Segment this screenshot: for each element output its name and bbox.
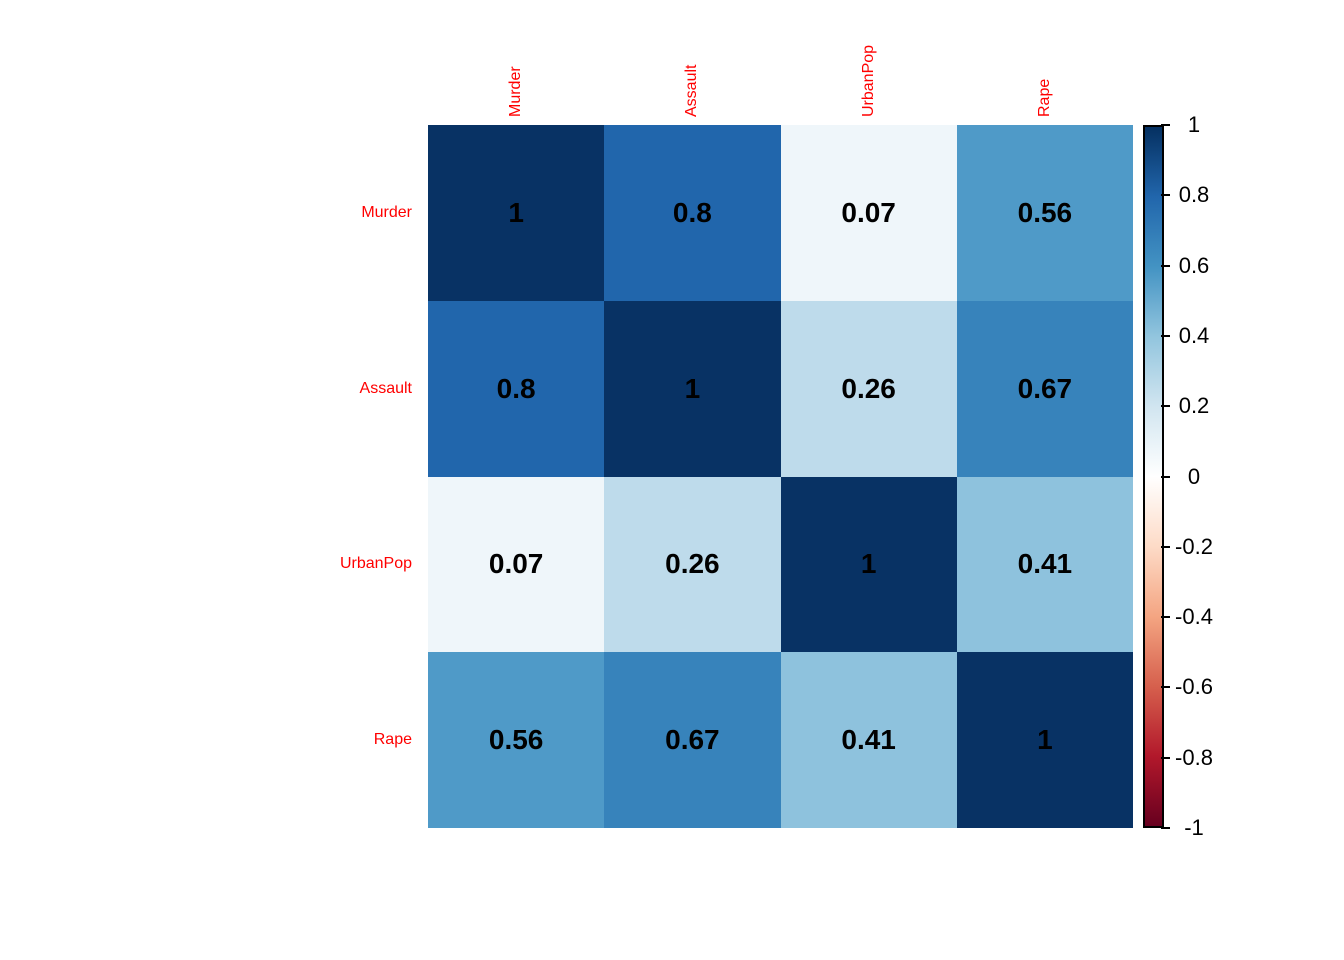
col-label-urbanpop: UrbanPop bbox=[859, 44, 877, 117]
row-label-urbanpop: UrbanPop bbox=[339, 555, 412, 573]
cell-value: 1 bbox=[508, 196, 524, 228]
cell-value: 1 bbox=[1037, 724, 1053, 756]
heatmap-cell-assault-rape: 0.67 bbox=[956, 300, 1133, 477]
cell-value: 0.67 bbox=[1017, 372, 1073, 404]
colorbar-tick bbox=[1161, 475, 1170, 478]
heatmap-cell-murder-rape: 0.56 bbox=[956, 125, 1133, 301]
heatmap-cell-urbanpop-assault: 0.26 bbox=[604, 476, 781, 653]
heatmap-cell-urbanpop-murder: 0.07 bbox=[428, 476, 605, 653]
colorbar-tick-label: -0.2 bbox=[1175, 533, 1213, 559]
heatmap-cell-rape-murder: 0.56 bbox=[428, 652, 605, 828]
colorbar-tick-label: -0.8 bbox=[1175, 744, 1213, 770]
cell-value: 0.26 bbox=[841, 372, 896, 404]
cell-value: 0.56 bbox=[1017, 196, 1073, 228]
heatmap-cell-assault-assault: 1 bbox=[604, 300, 781, 477]
colorbar-tick-label: 0 bbox=[1187, 463, 1201, 489]
cell-value: 1 bbox=[860, 548, 877, 580]
row-labels: Murder Assault UrbanPop Rape bbox=[0, 125, 412, 828]
colorbar-tick bbox=[1161, 616, 1170, 619]
cell-value: 0.07 bbox=[488, 548, 544, 580]
row-label-murder: Murder bbox=[361, 203, 412, 221]
heatmap-cell-rape-assault: 0.67 bbox=[604, 652, 781, 828]
heatmap-cell-assault-murder: 0.8 bbox=[428, 300, 605, 477]
heatmap-cell-urbanpop-rape: 0.41 bbox=[956, 476, 1133, 653]
cell-value: 1 bbox=[684, 372, 701, 404]
cell-value: 0.41 bbox=[1017, 548, 1073, 580]
colorbar-tick-label: 0.6 bbox=[1178, 252, 1210, 278]
colorbar-ticks: 1 0.8 0.6 0.4 0.2 0 -0.2 -0.4 -0.6 -0.8 -1 bbox=[0, 112, 1344, 840]
col-label-rape: Rape bbox=[1035, 78, 1053, 117]
col-label-assault: Assault bbox=[683, 64, 701, 117]
colorbar-tick bbox=[1161, 334, 1170, 337]
colorbar-tick bbox=[1161, 194, 1170, 197]
cell-value: 0.56 bbox=[488, 724, 544, 756]
heatmap-grid: 1 0.8 0.07 0.56 0.8 1 0.26 0.67 0.07 0.26 1 0.41 0.5… bbox=[428, 125, 1133, 828]
cell-value: 0.26 bbox=[665, 548, 720, 580]
heatmap-cell-urbanpop-urbanpop: 1 bbox=[780, 476, 957, 653]
heatmap-cell-murder-assault: 0.8 bbox=[604, 125, 781, 301]
colorbar-tick bbox=[1161, 405, 1170, 408]
colorbar-tick bbox=[1161, 756, 1170, 759]
cell-value: 0.41 bbox=[841, 724, 896, 756]
colorbar-tick-label: -0.6 bbox=[1175, 674, 1213, 700]
colorbar-tick-label: -1 bbox=[1184, 815, 1204, 840]
heatmap-cell-rape-rape: 1 bbox=[956, 652, 1133, 828]
colorbar-tick-label: 0.8 bbox=[1178, 182, 1210, 208]
cell-value: 0.67 bbox=[665, 724, 720, 756]
col-label-murder: Murder bbox=[507, 66, 525, 117]
colorbar-gradient bbox=[1145, 127, 1162, 826]
colorbar-tick bbox=[1161, 827, 1170, 829]
heatmap-cell-murder-murder: 1 bbox=[428, 125, 605, 301]
row-label-assault: Assault bbox=[359, 379, 412, 397]
colorbar-tick bbox=[1161, 545, 1170, 548]
colorbar-tick-label: 0.4 bbox=[1178, 322, 1210, 348]
row-label-rape: Rape bbox=[373, 731, 412, 749]
colorbar-tick-label: -0.4 bbox=[1175, 604, 1213, 630]
cell-value: 0.8 bbox=[672, 196, 712, 228]
heatmap-cell-murder-urbanpop: 0.07 bbox=[780, 125, 957, 301]
colorbar-tick bbox=[1161, 686, 1170, 689]
colorbar-tick-label: 0.2 bbox=[1178, 393, 1210, 419]
heatmap-cell-rape-urbanpop: 0.41 bbox=[780, 652, 957, 828]
colorbar-tick-label: 1 bbox=[1187, 112, 1201, 137]
cell-value: 0.8 bbox=[496, 372, 536, 404]
heatmap-cell-assault-urbanpop: 0.26 bbox=[780, 300, 957, 477]
cell-value: 0.07 bbox=[841, 196, 896, 228]
colorbar-tick bbox=[1161, 264, 1170, 267]
colorbar-tick bbox=[1161, 124, 1170, 126]
